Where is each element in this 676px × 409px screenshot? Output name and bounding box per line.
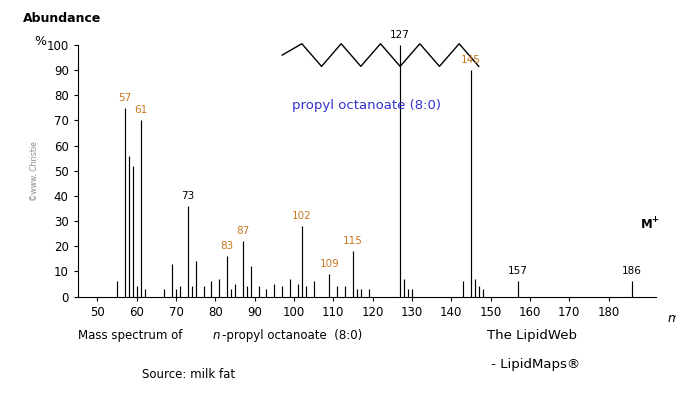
- Text: Mass spectrum of: Mass spectrum of: [78, 329, 186, 342]
- Text: Abundance: Abundance: [23, 12, 101, 25]
- Text: m/z: m/z: [667, 312, 676, 325]
- Text: 61: 61: [134, 106, 147, 115]
- Text: 109: 109: [320, 259, 339, 269]
- Text: - LipidMaps®: - LipidMaps®: [487, 358, 580, 371]
- Text: 87: 87: [236, 226, 249, 236]
- Text: 157: 157: [508, 266, 528, 276]
- Text: The LipidWeb: The LipidWeb: [487, 329, 577, 342]
- Text: 115: 115: [343, 236, 363, 246]
- Text: M: M: [642, 218, 653, 231]
- Text: 83: 83: [220, 241, 234, 251]
- Text: 57: 57: [118, 93, 132, 103]
- Text: n: n: [213, 329, 220, 342]
- Text: 127: 127: [390, 30, 410, 40]
- Text: 73: 73: [181, 191, 195, 201]
- Text: +: +: [651, 215, 658, 224]
- Text: ©www. Christie: ©www. Christie: [30, 141, 39, 201]
- Text: -propyl octanoate  (8:0): -propyl octanoate (8:0): [222, 329, 362, 342]
- Text: %: %: [34, 35, 47, 48]
- Text: Source: milk fat: Source: milk fat: [142, 368, 235, 381]
- Text: 102: 102: [292, 211, 312, 221]
- Text: 186: 186: [622, 266, 642, 276]
- Text: 145: 145: [461, 55, 481, 65]
- Text: propyl octanoate (8:0): propyl octanoate (8:0): [291, 99, 441, 112]
